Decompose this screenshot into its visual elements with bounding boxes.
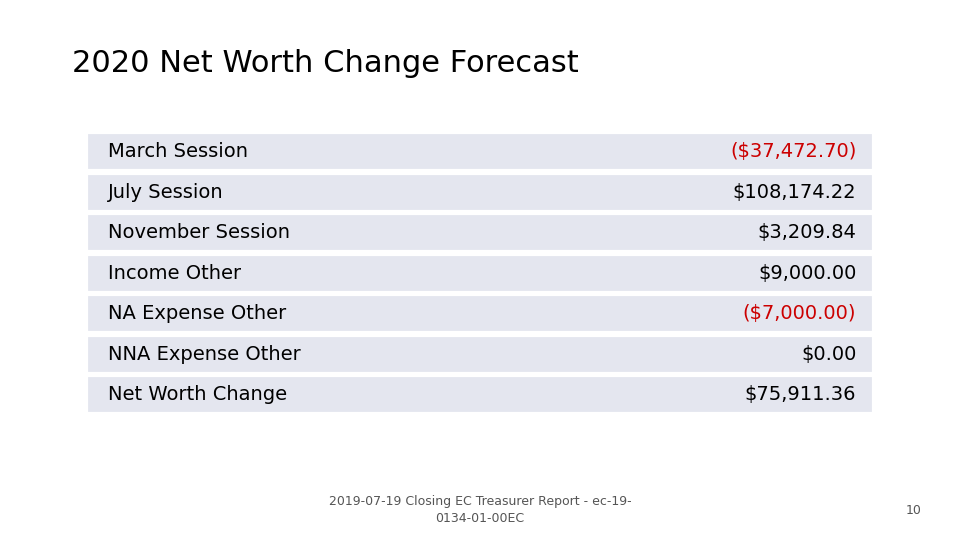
Text: $0.00: $0.00 (801, 345, 856, 364)
Text: $75,911.36: $75,911.36 (745, 385, 856, 404)
Text: ($7,000.00): ($7,000.00) (743, 304, 856, 323)
Text: Income Other: Income Other (108, 264, 241, 283)
Text: 10: 10 (905, 504, 922, 517)
Text: ($37,472.70): ($37,472.70) (730, 142, 856, 161)
Text: $3,209.84: $3,209.84 (757, 223, 856, 242)
Text: July Session: July Session (108, 183, 223, 202)
Text: 2020 Net Worth Change Forecast: 2020 Net Worth Change Forecast (72, 49, 579, 78)
Text: 2019-07-19 Closing EC Treasurer Report - ec-19-
0134-01-00EC: 2019-07-19 Closing EC Treasurer Report -… (328, 495, 632, 525)
Text: November Session: November Session (108, 223, 290, 242)
Text: NNA Expense Other: NNA Expense Other (108, 345, 300, 364)
Text: NA Expense Other: NA Expense Other (108, 304, 286, 323)
Text: $9,000.00: $9,000.00 (758, 264, 856, 283)
Text: $108,174.22: $108,174.22 (732, 183, 856, 202)
Text: March Session: March Session (108, 142, 248, 161)
Text: Net Worth Change: Net Worth Change (108, 385, 287, 404)
